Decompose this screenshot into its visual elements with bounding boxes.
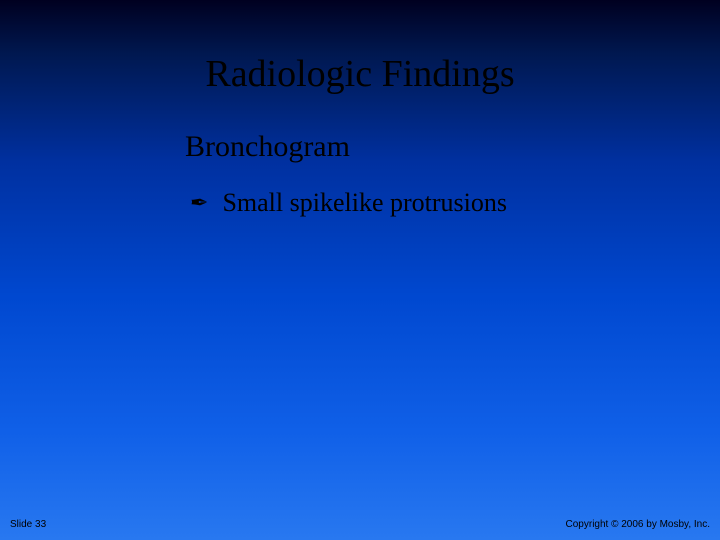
- slide-title: Radiologic Findings: [0, 52, 720, 96]
- slide: Radiologic Findings Bronchogram ✒ Small …: [0, 0, 720, 540]
- nib-icon: ✒: [190, 192, 208, 214]
- slide-subhead: Bronchogram: [185, 130, 350, 164]
- slide-number: Slide 33: [10, 519, 46, 530]
- copyright-text: Copyright © 2006 by Mosby, Inc.: [566, 519, 710, 530]
- bullet-text: Small spikelike protrusions: [222, 188, 507, 218]
- bullet-item: ✒ Small spikelike protrusions: [190, 188, 507, 218]
